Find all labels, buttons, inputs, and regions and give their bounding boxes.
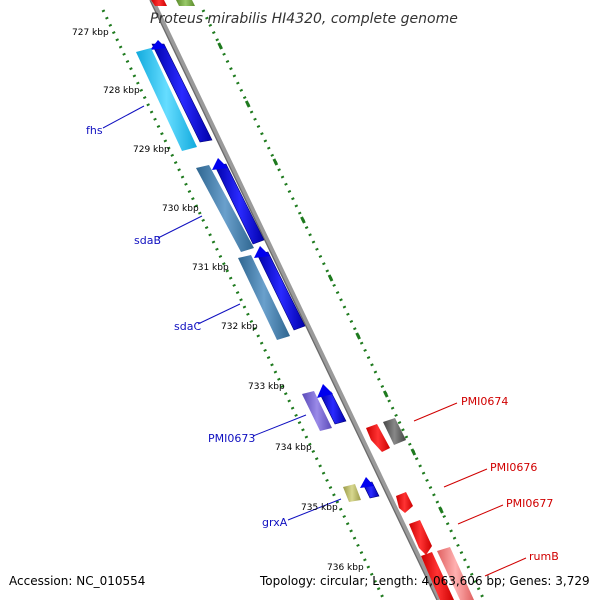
gene-arrow-sdaB[interactable]: [212, 158, 265, 245]
gene-arrow-sdaC[interactable]: [254, 246, 306, 331]
left-tick-track: [101, 9, 386, 600]
feature-top-red: [151, 0, 167, 6]
gene-label-PMI0677[interactable]: PMI0677: [506, 497, 553, 510]
gene-arrow-PMI0673[interactable]: [317, 384, 347, 425]
feature-PMI0674[interactable]: [383, 418, 406, 445]
gene-label-rumB[interactable]: rumB: [529, 550, 559, 563]
gene-arrow-rumB[interactable]: [421, 552, 454, 600]
kbp-label: 727 kbp: [72, 28, 109, 38]
kbp-label: 732 kbp: [221, 322, 258, 332]
feature-fhs[interactable]: [136, 48, 197, 151]
feature-top-green: [176, 0, 195, 6]
feature-grxA[interactable]: [343, 484, 361, 502]
kbp-label: 736 kbp: [327, 563, 364, 573]
blue-label-connectors: [102, 105, 342, 521]
feature-sdaC[interactable]: [238, 255, 290, 340]
gene-label-grxA[interactable]: grxA: [262, 516, 288, 529]
gene-arrow-fhs[interactable]: [150, 40, 213, 143]
gene-label-sdaC[interactable]: sdaC: [174, 320, 201, 333]
genome-backbone: [149, 0, 442, 600]
kbp-labels: 727 kbp 728 kbp 729 kbp 730 kbp 731 kbp …: [72, 28, 364, 573]
kbp-label: 733 kbp: [248, 382, 285, 392]
gene-arrow-PMI0676[interactable]: [396, 492, 413, 513]
topology-text: Topology: circular; Length: 4,063,606 bp…: [260, 574, 590, 588]
gene-arrow-PMI0677[interactable]: [409, 520, 432, 555]
gene-label-sdaB[interactable]: sdaB: [134, 234, 161, 247]
accession-text: Accession: NC_010554: [9, 574, 146, 588]
gene-arrow-PMI0674[interactable]: [366, 424, 390, 452]
gene-label-PMI0676[interactable]: PMI0676: [490, 461, 537, 474]
map-title: Proteus mirabilis HI4320, complete genom…: [150, 11, 458, 27]
kbp-label: 731 kbp: [192, 263, 229, 273]
red-label-connectors: [413, 402, 527, 577]
right-tick-track: [201, 9, 486, 600]
feature-rumB[interactable]: [437, 547, 474, 600]
kbp-label: 728 kbp: [103, 86, 140, 96]
feature-PMI0673[interactable]: [302, 391, 332, 431]
kbp-label: 734 kbp: [275, 443, 312, 453]
right-track-major-ticks: [217, 42, 444, 514]
gene-label-PMI0673[interactable]: PMI0673: [208, 432, 255, 445]
kbp-label: 735 kbp: [301, 503, 338, 513]
kbp-label: 730 kbp: [162, 204, 199, 214]
gene-label-fhs[interactable]: fhs: [86, 124, 103, 137]
gene-label-PMI0674[interactable]: PMI0674: [461, 395, 508, 408]
gene-arrow-grxA[interactable]: [360, 477, 380, 499]
kbp-label: 729 kbp: [133, 145, 170, 155]
feature-sdaB[interactable]: [196, 165, 254, 252]
